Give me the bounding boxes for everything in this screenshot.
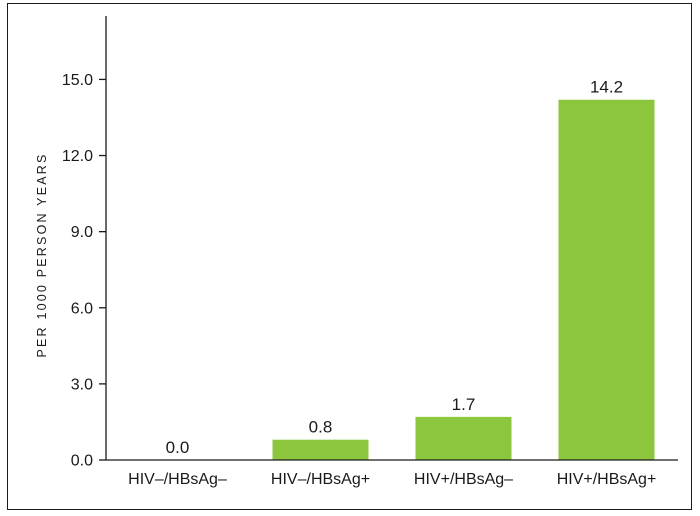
- y-tick-label: 9.0: [71, 224, 93, 241]
- bar: [558, 99, 655, 461]
- x-category-label: HIV+/HBsAg–: [414, 471, 513, 488]
- y-axis-label: PER 1000 PERSON YEARS: [35, 152, 49, 357]
- bar-value-label: 14.2: [590, 78, 623, 97]
- bar: [272, 439, 369, 460]
- y-tick-label: 15.0: [62, 72, 93, 89]
- bar: [415, 416, 512, 460]
- y-tick-label: 6.0: [71, 300, 93, 317]
- x-category-label: HIV–/HBsAg–: [128, 471, 227, 488]
- x-category-label: HIV+/HBsAg+: [557, 471, 657, 488]
- bar-value-label: 1.7: [452, 395, 476, 414]
- y-tick-label: 0.0: [71, 453, 93, 470]
- y-axis-ticks: 0.0 3.0 6.0 9.0 12.0 15.0: [62, 72, 106, 470]
- x-axis-labels: HIV–/HBsAg– HIV–/HBsAg+ HIV+/HBsAg– HIV+/HB…: [128, 471, 656, 488]
- chart-frame: PER 1000 PERSON YEARS 0.0 3.0 6.0 9.0 12.0 15…: [7, 3, 692, 510]
- bars: 0.0 0.8 1.7 14.2: [166, 78, 655, 461]
- bar-value-label: 0.8: [309, 418, 333, 437]
- y-tick-label: 3.0: [71, 376, 93, 393]
- bar-value-label: 0.0: [166, 438, 190, 457]
- bar-chart: PER 1000 PERSON YEARS 0.0 3.0 6.0 9.0 12.0 15…: [35, 16, 678, 488]
- y-tick-label: 12.0: [62, 148, 93, 165]
- x-category-label: HIV–/HBsAg+: [271, 471, 370, 488]
